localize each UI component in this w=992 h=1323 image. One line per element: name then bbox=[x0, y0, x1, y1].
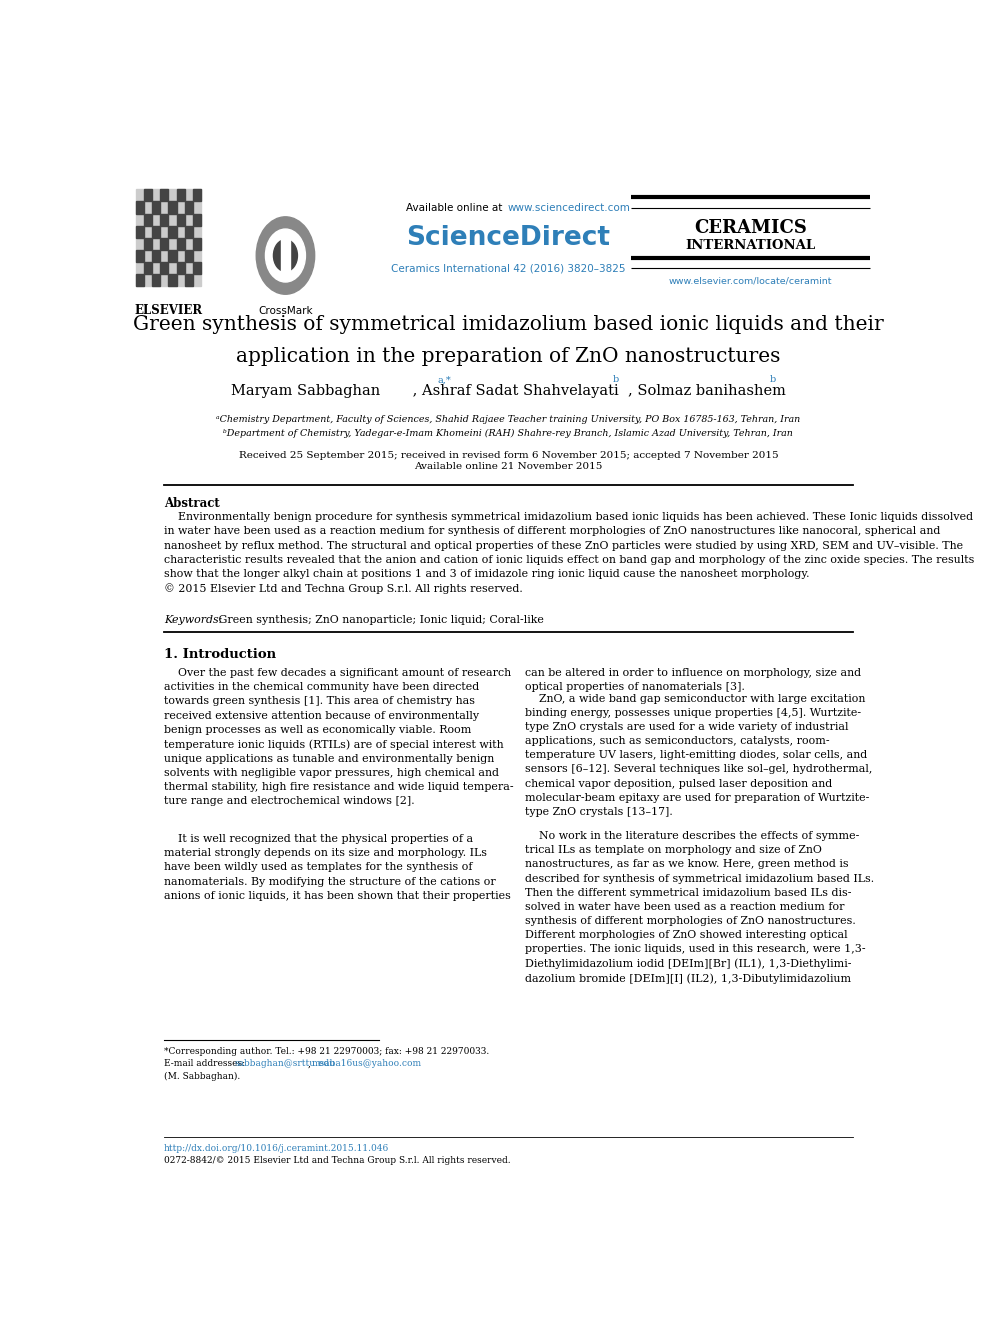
Bar bbox=[177, 238, 185, 250]
Text: Keywords:: Keywords: bbox=[164, 615, 222, 626]
Bar bbox=[169, 226, 177, 238]
Text: b: b bbox=[770, 376, 776, 384]
Text: sabbaghan@srttu.edu: sabbaghan@srttu.edu bbox=[235, 1060, 335, 1068]
Text: ELSEVIER: ELSEVIER bbox=[134, 304, 202, 318]
Bar bbox=[136, 226, 144, 238]
Text: can be altered in order to influence on morphology, size and
optical properties : can be altered in order to influence on … bbox=[526, 668, 861, 692]
Bar bbox=[152, 250, 160, 262]
Bar bbox=[160, 189, 169, 201]
Bar bbox=[152, 201, 160, 213]
Bar bbox=[193, 262, 201, 274]
Text: Green synthesis of symmetrical imidazolium based ionic liquids and their: Green synthesis of symmetrical imidazoli… bbox=[133, 315, 884, 333]
Text: CERAMICS: CERAMICS bbox=[694, 220, 807, 237]
Circle shape bbox=[256, 217, 314, 294]
Text: 1. Introduction: 1. Introduction bbox=[164, 648, 276, 660]
Bar bbox=[177, 189, 185, 201]
Bar bbox=[185, 201, 193, 213]
Text: Abstract: Abstract bbox=[164, 497, 219, 509]
Bar bbox=[193, 189, 201, 201]
Text: ZnO, a wide band gap semiconductor with large excitation
binding energy, possess: ZnO, a wide band gap semiconductor with … bbox=[526, 693, 873, 816]
Text: (M. Sabbaghan).: (M. Sabbaghan). bbox=[164, 1072, 240, 1081]
Circle shape bbox=[274, 239, 298, 271]
Bar bbox=[177, 262, 185, 274]
Bar bbox=[136, 201, 144, 213]
Text: INTERNATIONAL: INTERNATIONAL bbox=[685, 239, 815, 251]
Text: No work in the literature describes the effects of symme-
trical ILs as template: No work in the literature describes the … bbox=[526, 831, 874, 984]
Text: ᵇDepartment of Chemistry, Yadegar-e-Imam Khomeini (RAH) Shahre-rey Branch, Islam: ᵇDepartment of Chemistry, Yadegar-e-Imam… bbox=[223, 429, 794, 438]
Bar bbox=[169, 274, 177, 286]
Bar bbox=[160, 213, 169, 226]
Bar bbox=[144, 262, 152, 274]
Bar bbox=[152, 226, 160, 238]
Text: msaba16us@yahoo.com: msaba16us@yahoo.com bbox=[311, 1060, 422, 1068]
Bar bbox=[144, 189, 152, 201]
Text: http://dx.doi.org/10.1016/j.ceramint.2015.11.046: http://dx.doi.org/10.1016/j.ceramint.201… bbox=[164, 1144, 389, 1152]
Text: Available online 21 November 2015: Available online 21 November 2015 bbox=[415, 462, 602, 471]
Bar bbox=[193, 238, 201, 250]
Bar bbox=[136, 250, 144, 262]
Text: www.sciencedirect.com: www.sciencedirect.com bbox=[508, 202, 631, 213]
Bar bbox=[136, 189, 201, 286]
Bar bbox=[169, 250, 177, 262]
Bar bbox=[281, 237, 290, 274]
Bar bbox=[185, 250, 193, 262]
Text: It is well recognized that the physical properties of a
material strongly depend: It is well recognized that the physical … bbox=[164, 835, 511, 901]
Text: 0272-8842/© 2015 Elsevier Ltd and Techna Group S.r.l. All rights reserved.: 0272-8842/© 2015 Elsevier Ltd and Techna… bbox=[164, 1156, 511, 1166]
Bar bbox=[169, 201, 177, 213]
Bar bbox=[160, 262, 169, 274]
Bar bbox=[160, 238, 169, 250]
Text: ScienceDirect: ScienceDirect bbox=[407, 225, 610, 251]
Text: E-mail addresses:: E-mail addresses: bbox=[164, 1060, 248, 1068]
Text: application in the preparation of ZnO nanostructures: application in the preparation of ZnO na… bbox=[236, 347, 781, 366]
Bar bbox=[144, 238, 152, 250]
Text: Maryam Sabbaghan       , Ashraf Sadat Shahvelayati  , Solmaz banihashem: Maryam Sabbaghan , Ashraf Sadat Shahvela… bbox=[231, 384, 786, 398]
Bar bbox=[144, 213, 152, 226]
Text: Available online at: Available online at bbox=[407, 202, 506, 213]
Text: Green synthesis; ZnO nanoparticle; Ionic liquid; Coral-like: Green synthesis; ZnO nanoparticle; Ionic… bbox=[215, 615, 545, 626]
Text: ,: , bbox=[308, 1060, 313, 1068]
Bar bbox=[136, 274, 144, 286]
Text: a,*: a,* bbox=[437, 376, 451, 384]
Text: b: b bbox=[613, 376, 619, 384]
Bar bbox=[185, 274, 193, 286]
Text: Environmentally benign procedure for synthesis symmetrical imidazolium based ion: Environmentally benign procedure for syn… bbox=[164, 512, 974, 594]
Circle shape bbox=[266, 229, 306, 282]
Text: *Corresponding author. Tel.: +98 21 22970003; fax: +98 21 22970033.: *Corresponding author. Tel.: +98 21 2297… bbox=[164, 1046, 489, 1056]
Text: Over the past few decades a significant amount of research
activities in the che: Over the past few decades a significant … bbox=[164, 668, 514, 807]
Bar bbox=[193, 213, 201, 226]
Bar bbox=[185, 226, 193, 238]
Text: Received 25 September 2015; received in revised form 6 November 2015; accepted 7: Received 25 September 2015; received in … bbox=[239, 451, 778, 460]
Bar bbox=[177, 213, 185, 226]
Text: CrossMark: CrossMark bbox=[258, 307, 312, 316]
Text: Ceramics International 42 (2016) 3820–3825: Ceramics International 42 (2016) 3820–38… bbox=[391, 263, 626, 274]
Bar bbox=[152, 274, 160, 286]
Text: www.elsevier.com/locate/ceramint: www.elsevier.com/locate/ceramint bbox=[669, 277, 832, 286]
Text: ᵃChemistry Department, Faculty of Sciences, Shahid Rajaee Teacher training Unive: ᵃChemistry Department, Faculty of Scienc… bbox=[216, 415, 801, 425]
